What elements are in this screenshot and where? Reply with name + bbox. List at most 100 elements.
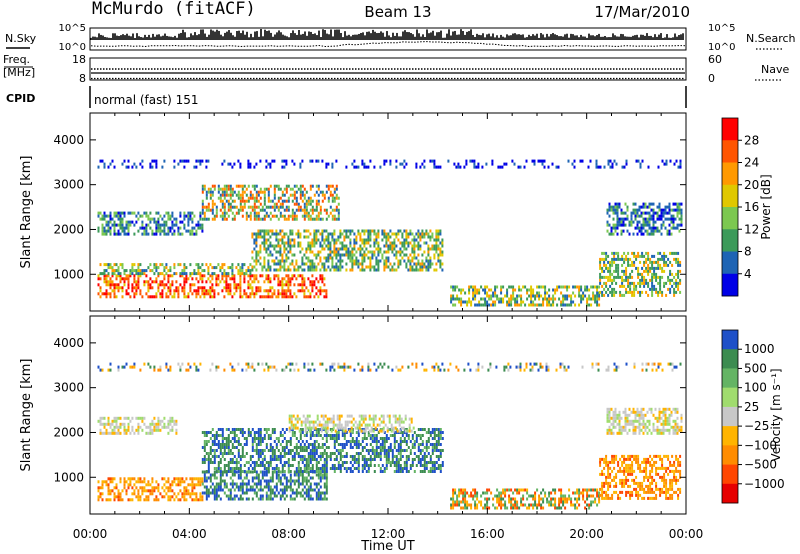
echo-cell [285, 187, 288, 191]
echo-cell [612, 211, 615, 215]
echo-cell [417, 268, 420, 272]
echo-cell [667, 287, 670, 291]
echo-cell [399, 467, 402, 470]
echo-cell [423, 262, 426, 266]
echo-cell [609, 284, 612, 288]
echo-cell [407, 232, 410, 236]
echo-cell [506, 303, 509, 307]
echo-cell [171, 495, 174, 499]
echo-cell [191, 220, 194, 224]
echo-cell [299, 434, 302, 437]
echo-cell [331, 464, 334, 467]
echo-cell [217, 187, 220, 191]
echo-cell [662, 223, 665, 227]
echo-cell [277, 458, 280, 461]
echo-cell [365, 437, 368, 440]
power-colorbar-label: Power [dB] [759, 174, 773, 239]
echo-cell [490, 288, 493, 292]
echo-cell [285, 452, 288, 455]
echo-cell [133, 477, 136, 481]
echo-cell [105, 283, 108, 287]
echo-cell [171, 283, 174, 287]
echo-cell [375, 443, 378, 446]
echo-cell [331, 259, 334, 263]
echo-cell [247, 295, 250, 299]
echo-cell [411, 238, 414, 242]
echo-cell [153, 263, 156, 267]
echo-cell [520, 294, 523, 298]
echo-cell [355, 446, 358, 449]
echo-cell [381, 229, 384, 233]
echo-cell [155, 159, 158, 163]
echo-cell [257, 232, 260, 236]
echo-cell [433, 244, 436, 248]
echo-cell [289, 283, 292, 287]
colorbar-block [722, 251, 738, 275]
echo-cell [221, 162, 224, 166]
echo-cell [393, 440, 396, 443]
echo-cell [321, 497, 324, 501]
echo-cell [267, 229, 270, 233]
echo-cell [271, 199, 274, 203]
echo-cell [415, 268, 418, 272]
echo-cell [125, 292, 128, 296]
echo-cell [361, 440, 364, 443]
echo-cell [175, 286, 178, 290]
echo-cell [425, 265, 428, 269]
echo-cell [263, 485, 266, 489]
echo-cell [550, 303, 553, 307]
echo-cell [293, 431, 296, 434]
echo-cell [379, 449, 382, 452]
echo-cell [263, 479, 266, 483]
echo-cell [291, 458, 294, 461]
echo-cell [99, 159, 102, 163]
echo-cell [488, 297, 491, 301]
echo-cell [207, 277, 210, 281]
echo-cell [303, 262, 306, 266]
echo-cell [157, 489, 160, 493]
echo-cell [383, 250, 386, 254]
echo-cell [251, 440, 254, 443]
echo-cell [417, 244, 420, 248]
echo-cell [165, 266, 168, 270]
echo-cell [337, 265, 340, 269]
echo-cell [229, 494, 232, 498]
echo-cell [679, 281, 682, 285]
echo-cell [630, 223, 633, 227]
echo-cell [427, 253, 430, 257]
echo-cell [233, 428, 236, 431]
echo-cell [209, 196, 212, 200]
echo-cell [327, 232, 330, 236]
echo-cell [113, 292, 116, 296]
echo-cell [247, 205, 250, 209]
echo-cell [311, 208, 314, 212]
echo-cell [201, 159, 204, 163]
echo-cell [283, 268, 286, 272]
echo-cell [287, 458, 290, 461]
echo-cell [207, 488, 210, 492]
echo-cell [343, 446, 346, 449]
echo-cell [339, 256, 342, 260]
echo-cell [315, 446, 318, 449]
echo-cell [199, 277, 202, 281]
echo-cell [133, 492, 136, 496]
echo-cell [193, 477, 196, 481]
echo-cell [141, 159, 144, 163]
echo-cell [205, 452, 208, 455]
echo-cell [636, 214, 639, 218]
echo-cell [197, 269, 200, 273]
echo-cell [215, 437, 218, 440]
echo-cell [211, 491, 214, 495]
echo-cell [631, 275, 634, 279]
echo-cell [231, 446, 234, 449]
echo-cell [421, 265, 424, 269]
echo-cell [329, 241, 332, 245]
echo-cell [403, 244, 406, 248]
echo-cell [624, 223, 627, 227]
echo-cell [311, 446, 314, 449]
echo-cell [433, 238, 436, 242]
echo-cell [245, 443, 248, 446]
echo-cell [657, 266, 660, 270]
echo-cell [149, 220, 152, 224]
